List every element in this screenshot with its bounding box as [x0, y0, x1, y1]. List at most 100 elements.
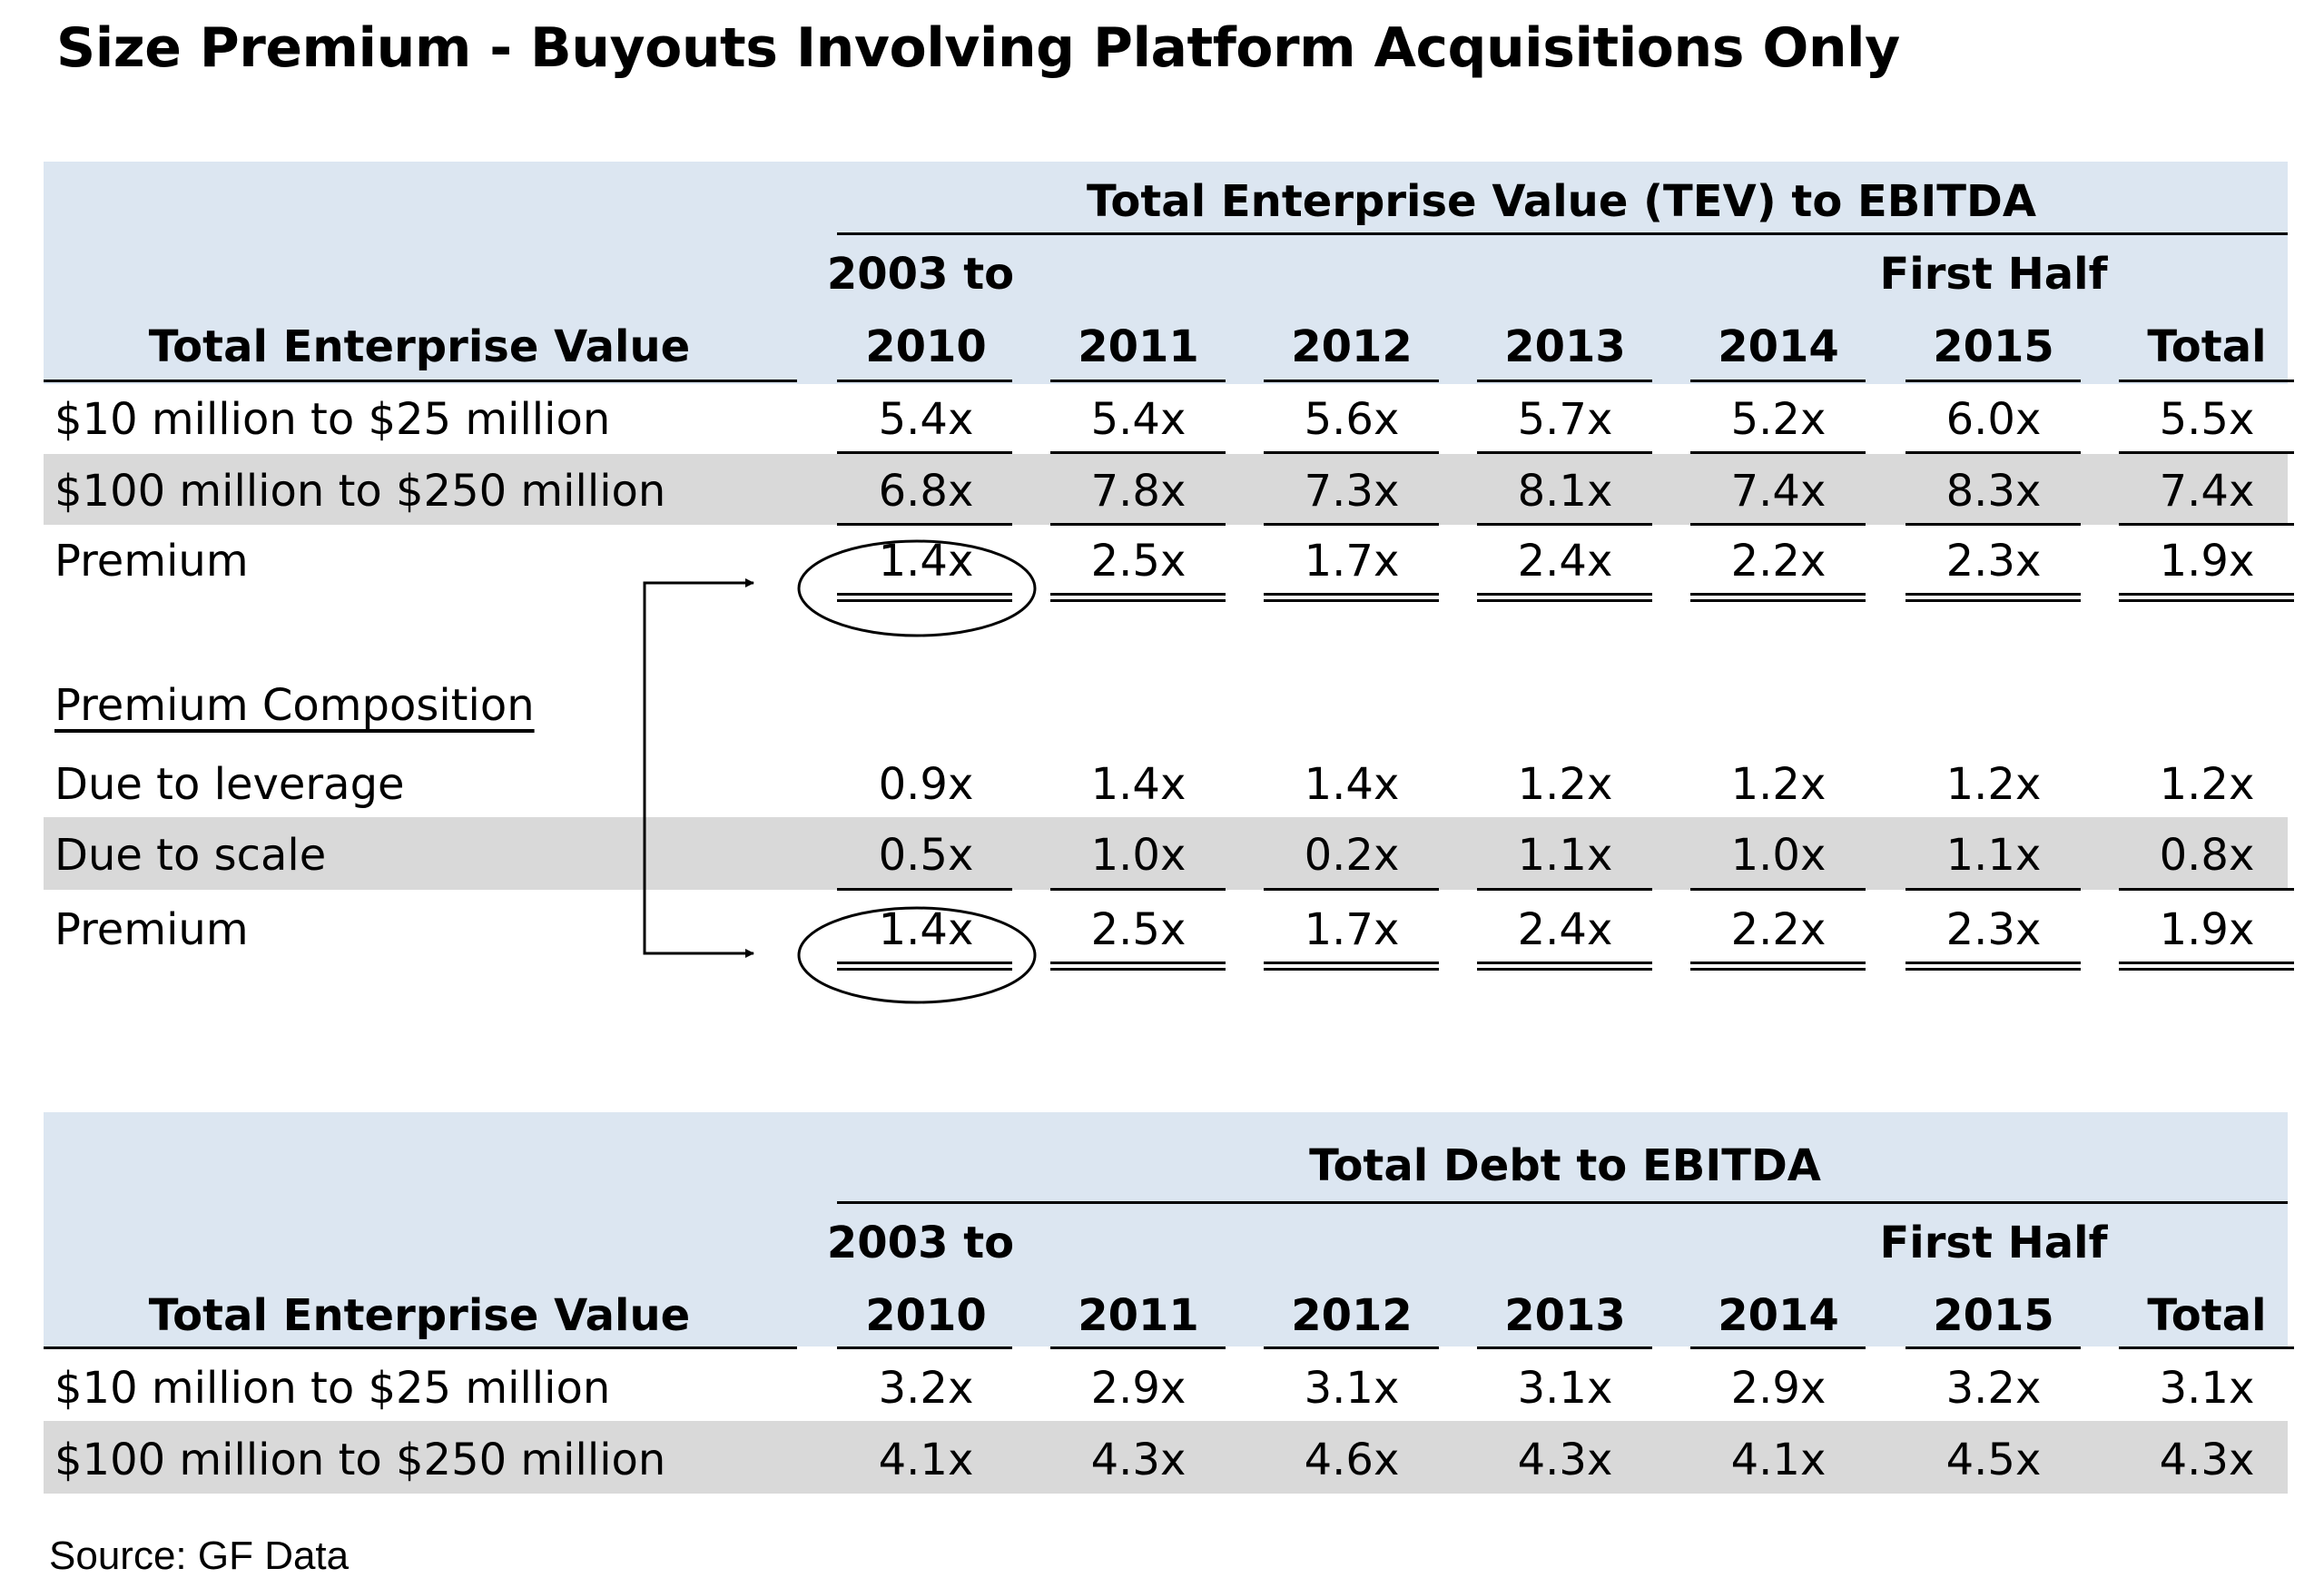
double-underline — [1264, 593, 1439, 602]
cell-value: 5.7x — [1517, 394, 1613, 445]
tev-col-header: 2014 — [1718, 321, 1839, 372]
cell-value: 1.0x — [1730, 830, 1827, 881]
debt-col-header: 2015 — [1933, 1290, 2054, 1341]
cell-value: 4.3x — [1090, 1435, 1187, 1485]
row-label: $100 million to $250 million — [54, 1435, 666, 1485]
cell-underline — [837, 451, 1012, 454]
header-rule — [44, 1346, 797, 1349]
page-title: Size Premium - Buyouts Involving Platfor… — [56, 16, 1900, 80]
double-underline — [2119, 593, 2294, 602]
tev-col-header-line1: 2003 to — [826, 249, 1015, 300]
cell-value: 3.2x — [1945, 1363, 2042, 1414]
row-label: $10 million to $25 million — [54, 1363, 611, 1414]
cell-value: 1.9x — [2159, 536, 2255, 587]
cell-value: 1.7x — [1304, 536, 1400, 587]
row-label: Due to scale — [54, 830, 327, 881]
cell-value: 0.8x — [2159, 830, 2255, 881]
header-rule — [1050, 380, 1226, 382]
debt-col-header: 2014 — [1718, 1290, 1839, 1341]
debt-col-header: Total — [2147, 1290, 2267, 1341]
group-header-rule — [837, 232, 2288, 235]
tev-col-header: 2011 — [1078, 321, 1199, 372]
cell-underline — [1050, 523, 1226, 526]
highlight-circle — [797, 906, 1037, 1004]
double-underline — [1690, 593, 1866, 602]
cell-value: 1.1x — [1517, 830, 1613, 881]
debt-col-header: 2010 — [865, 1290, 987, 1341]
cell-value: 1.4x — [878, 536, 974, 587]
cell-value: 5.4x — [878, 394, 974, 445]
cell-underline — [2119, 523, 2294, 526]
header-rule — [44, 380, 797, 382]
header-rule — [837, 1346, 1012, 1349]
double-underline — [1050, 962, 1226, 971]
cell-value: 2.9x — [1730, 1363, 1827, 1414]
cell-underline — [1264, 451, 1439, 454]
cell-value: 0.2x — [1304, 830, 1400, 881]
double-underline — [837, 593, 1012, 602]
tev-row-header: Total Enterprise Value — [148, 321, 691, 372]
cell-underline — [837, 888, 1012, 891]
tev-header-band — [44, 162, 2288, 384]
group-header-rule — [837, 1201, 2288, 1204]
cell-value: 0.9x — [878, 759, 974, 810]
cell-value: 4.3x — [1517, 1435, 1613, 1485]
cell-value: 0.5x — [878, 830, 974, 881]
row-label: $10 million to $25 million — [54, 394, 611, 445]
double-underline — [1690, 962, 1866, 971]
cell-value: 7.4x — [1730, 466, 1827, 517]
cell-value: 5.6x — [1304, 394, 1400, 445]
cell-value: 1.2x — [1730, 759, 1827, 810]
debt-group-header: Total Debt to EBITDA — [1309, 1140, 1821, 1191]
row-label: $100 million to $250 million — [54, 466, 666, 517]
tev-col-header-line1: First Half — [1879, 249, 2108, 300]
cell-value: 1.0x — [1090, 830, 1187, 881]
cell-value: 7.8x — [1090, 466, 1187, 517]
cell-value: 2.5x — [1090, 904, 1187, 955]
double-underline — [1477, 593, 1652, 602]
cell-underline — [1905, 523, 2081, 526]
cell-underline — [1264, 888, 1439, 891]
double-underline — [837, 962, 1012, 971]
double-underline — [1905, 593, 2081, 602]
header-rule — [1905, 1346, 2081, 1349]
cell-value: 1.4x — [878, 904, 974, 955]
cell-value: 7.4x — [2159, 466, 2255, 517]
cell-underline — [1477, 451, 1652, 454]
cell-value: 8.3x — [1945, 466, 2042, 517]
cell-value: 2.5x — [1090, 536, 1187, 587]
source-note: Source: GF Data — [49, 1534, 350, 1578]
cell-value: 2.2x — [1730, 536, 1827, 587]
highlight-circle — [797, 539, 1037, 637]
cell-value: 4.6x — [1304, 1435, 1400, 1485]
debt-col-header: 2011 — [1078, 1290, 1199, 1341]
cell-value: 3.1x — [1304, 1363, 1400, 1414]
double-underline — [2119, 962, 2294, 971]
double-underline — [1905, 962, 2081, 971]
cell-underline — [1050, 888, 1226, 891]
debt-col-header-line1: First Half — [1879, 1218, 2108, 1268]
cell-value: 6.0x — [1945, 394, 2042, 445]
cell-underline — [1477, 523, 1652, 526]
double-underline — [1477, 962, 1652, 971]
header-rule — [2119, 1346, 2294, 1349]
cell-underline — [1690, 523, 1866, 526]
row-label: Premium — [54, 536, 249, 587]
double-underline — [1050, 593, 1226, 602]
cell-value: 1.2x — [1945, 759, 2042, 810]
cell-value: 2.9x — [1090, 1363, 1187, 1414]
cell-value: 2.3x — [1945, 536, 2042, 587]
cell-value: 6.8x — [878, 466, 974, 517]
header-rule — [1690, 1346, 1866, 1349]
composition-heading: Premium Composition — [54, 680, 535, 731]
tev-col-header: 2015 — [1933, 321, 2054, 372]
cell-underline — [837, 523, 1012, 526]
composition-row-shading — [44, 817, 2288, 890]
cell-value: 8.1x — [1517, 466, 1613, 517]
tev-group-header: Total Enterprise Value (TEV) to EBITDA — [1087, 176, 2036, 227]
cell-underline — [1905, 451, 2081, 454]
cell-underline — [1050, 451, 1226, 454]
cell-underline — [1690, 888, 1866, 891]
cell-value: 3.1x — [1517, 1363, 1613, 1414]
